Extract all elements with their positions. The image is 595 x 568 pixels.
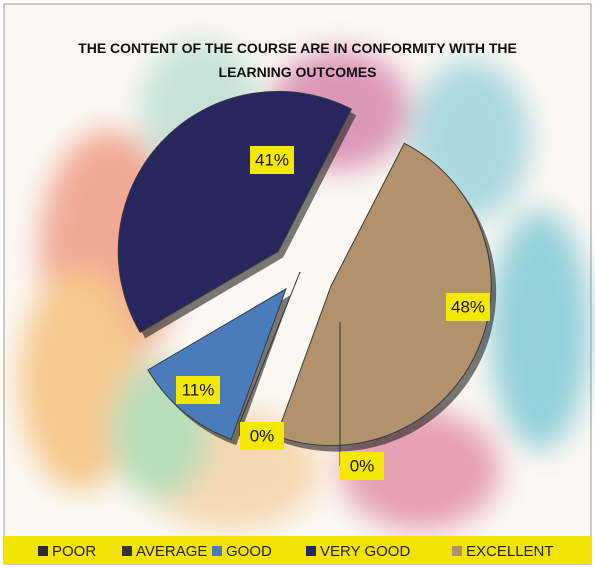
data-label-box <box>250 146 294 174</box>
legend-swatch <box>452 546 462 556</box>
chart-title: THE CONTENT OF THE COURSE ARE IN CONFORM… <box>78 40 517 80</box>
data-labels: 0% 0% 11% 41% 48% <box>176 146 490 480</box>
data-label: 0% <box>250 426 275 445</box>
legend-label: VERY GOOD <box>320 543 410 560</box>
legend-swatch <box>306 546 316 556</box>
data-label: 41% <box>255 150 289 169</box>
legend: POOR AVERAGE GOOD VERY GOOD EXCELLENT <box>38 543 554 560</box>
data-label: 11% <box>182 380 215 399</box>
data-label: 48% <box>451 297 485 316</box>
legend-swatch <box>38 546 48 556</box>
data-label-box <box>446 293 490 321</box>
data-label-box <box>240 422 284 450</box>
legend-label: POOR <box>52 543 96 560</box>
legend-swatch <box>212 546 222 556</box>
legend-swatch <box>122 546 132 556</box>
legend-background <box>4 536 591 564</box>
legend-label: AVERAGE <box>136 543 207 560</box>
legend-label: EXCELLENT <box>466 543 554 560</box>
pie-slice <box>275 142 492 447</box>
data-label-box <box>340 452 384 480</box>
data-label: 0% <box>350 456 375 475</box>
data-label-box <box>176 376 220 404</box>
legend-label: GOOD <box>226 543 272 560</box>
